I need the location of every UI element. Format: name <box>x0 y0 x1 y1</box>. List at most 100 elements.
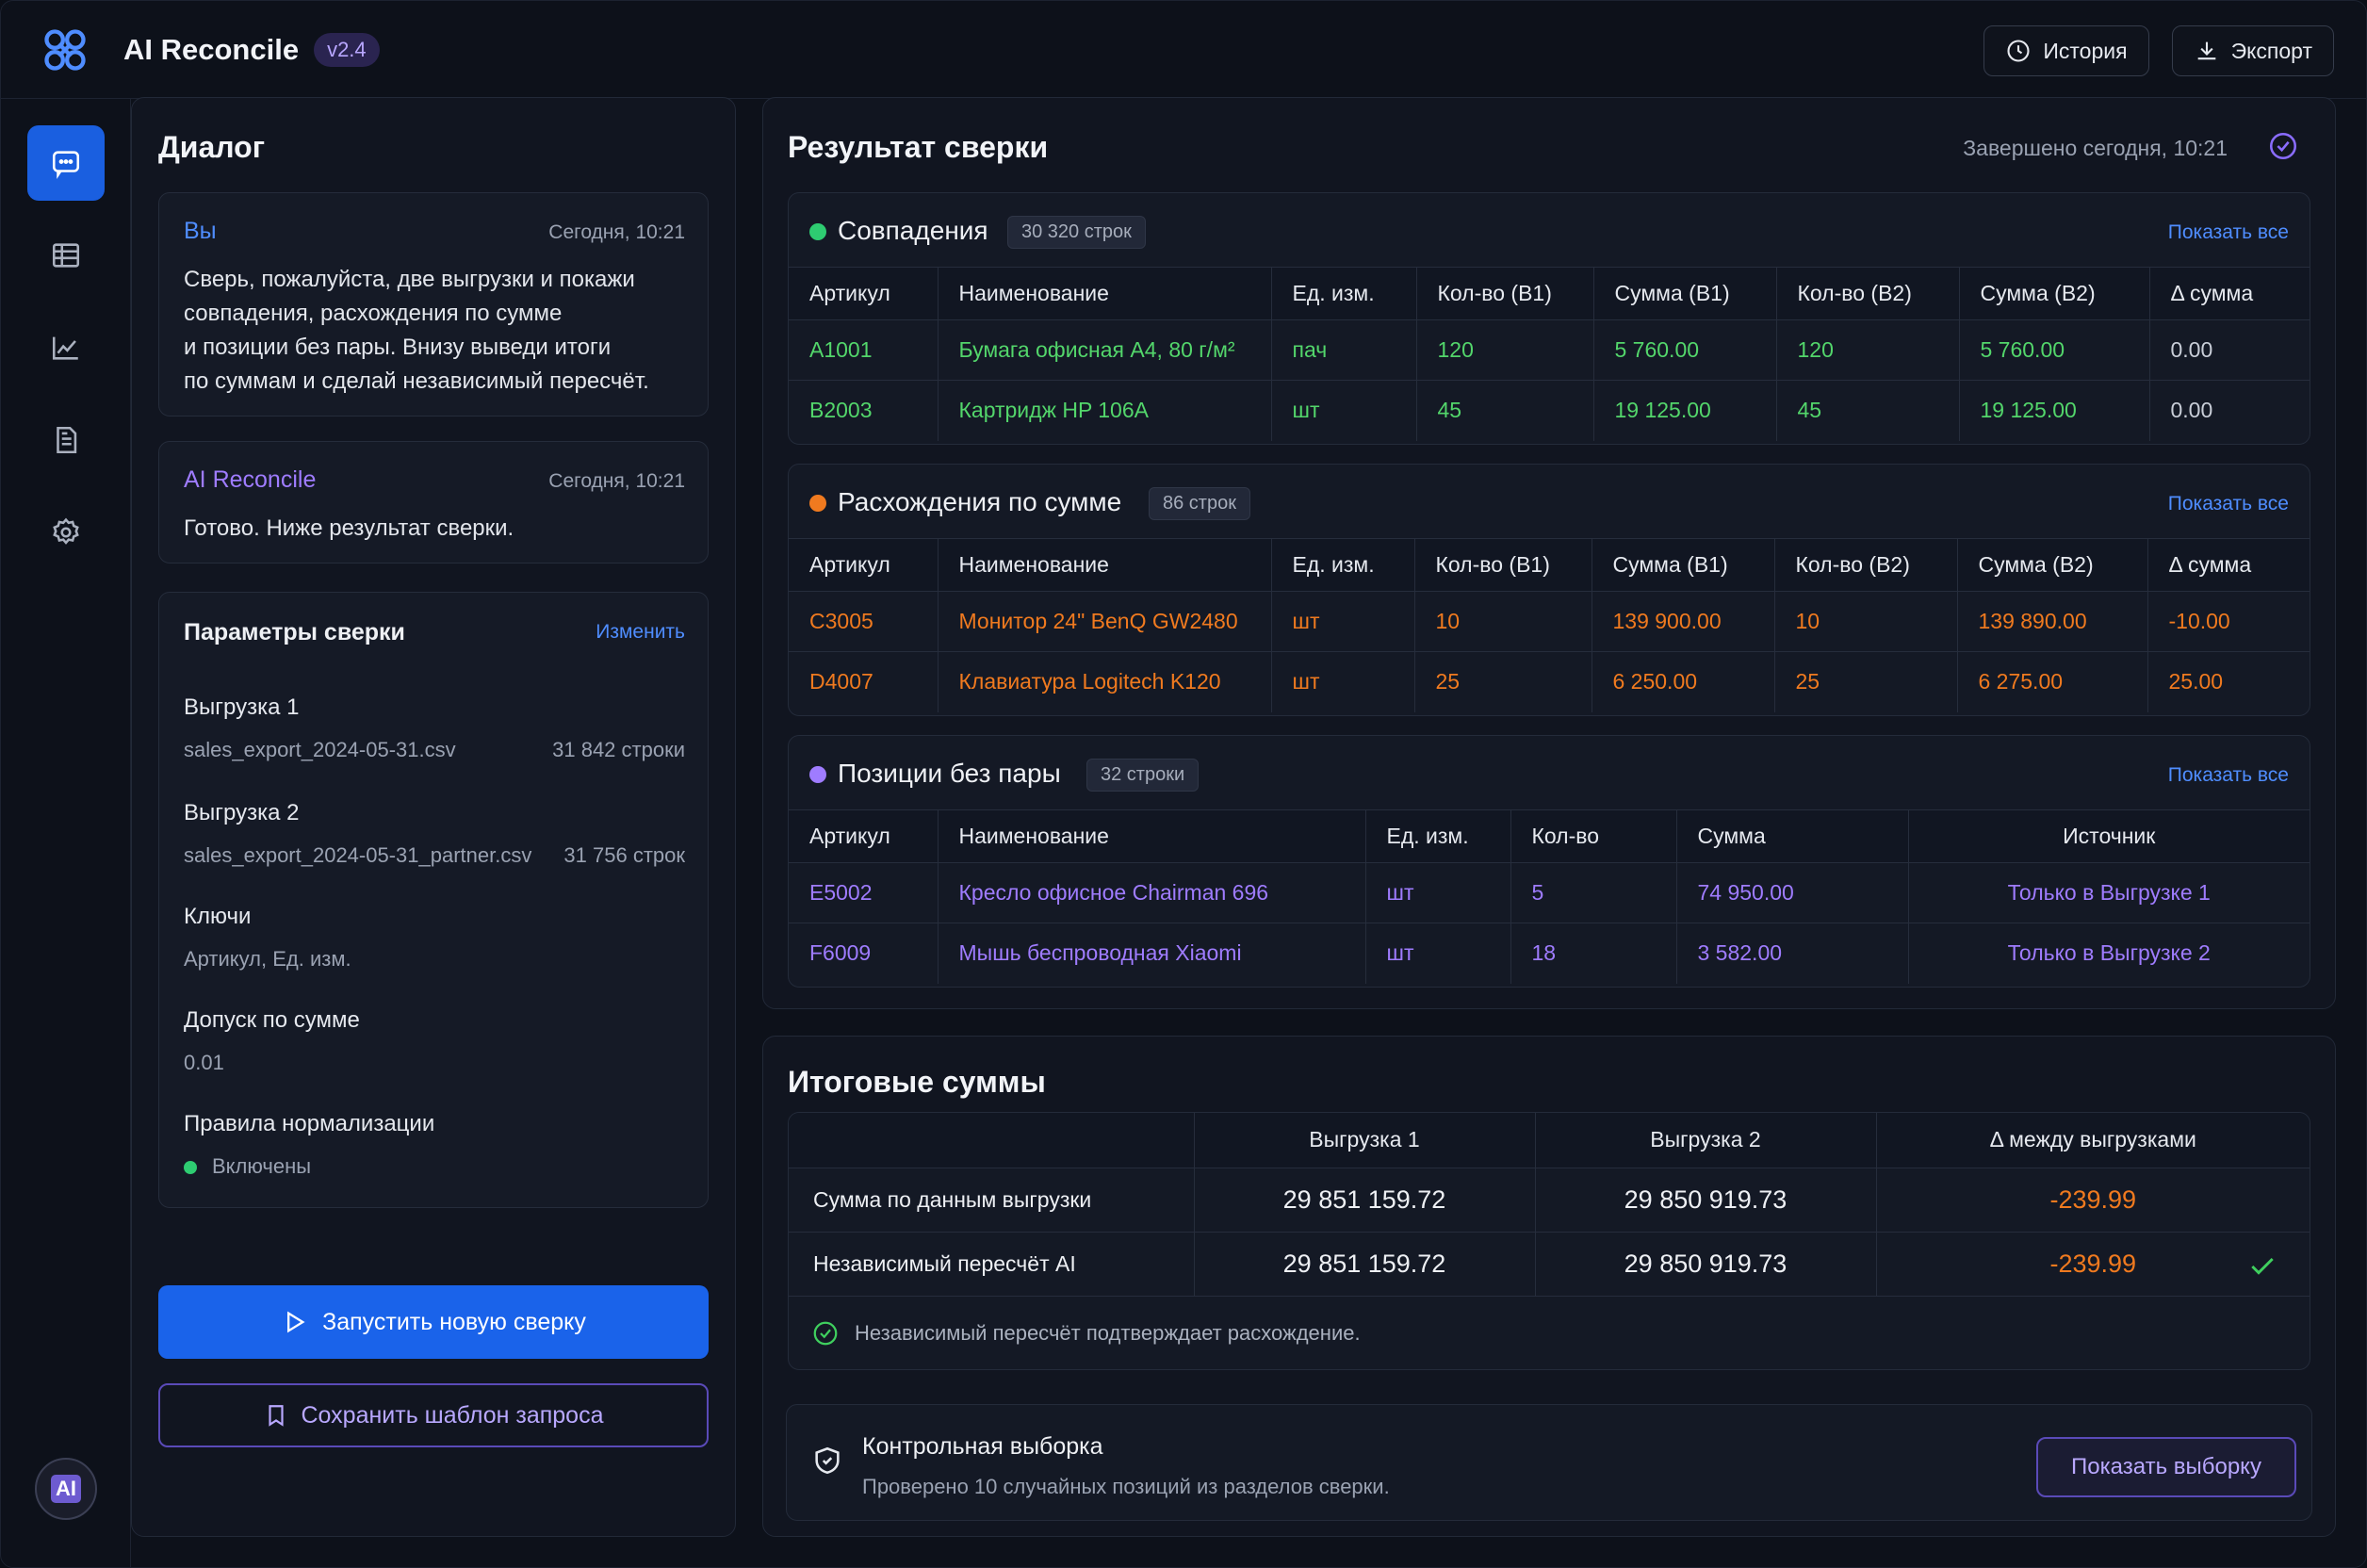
export1-file: sales_export_2024-05-31.csv <box>184 738 456 761</box>
save-template-label: Сохранить шаблон запроса <box>301 1401 604 1429</box>
status-dot <box>184 1161 197 1175</box>
completion-status: Завершено сегодня, 10:21 <box>1963 136 2228 160</box>
nav-documents[interactable] <box>27 402 105 478</box>
ai-avatar[interactable]: AI <box>35 1458 97 1520</box>
column-header <box>789 1113 1195 1168</box>
table-row[interactable]: D4007 Клавиатура Logitech K120 шт 25 6 2… <box>789 651 2310 712</box>
table-row[interactable]: F6009 Мышь беспроводная Xiaomi шт 18 3 5… <box>789 923 2310 984</box>
gear-icon <box>53 517 79 545</box>
nav-analytics[interactable] <box>27 310 105 385</box>
column-header[interactable]: Сумма (В2) <box>1959 267 2150 320</box>
column-header[interactable]: Наименование <box>938 809 1366 863</box>
column-header[interactable]: Δ сумма <box>2149 267 2310 320</box>
check-circle-icon <box>2269 132 2297 160</box>
table-row[interactable]: E5002 Кресло офисное Chairman 696 шт 5 7… <box>789 862 2310 923</box>
column-header[interactable]: Артикул <box>789 267 939 320</box>
table-row: Сумма по данным выгрузки 29 851 159.72 2… <box>789 1167 2310 1232</box>
column-header[interactable]: Ед. изм. <box>1271 267 1417 320</box>
show-all-link[interactable]: Показать все <box>2167 493 2289 514</box>
table-icon <box>52 243 80 268</box>
nav-tables[interactable] <box>27 218 105 293</box>
column-header: Выгрузка 1 <box>1194 1113 1536 1168</box>
column-header[interactable]: Кол-во (В2) <box>1776 267 1960 320</box>
logo-icon <box>33 18 97 82</box>
totals-table: Выгрузка 1 Выгрузка 2 Δ между выгрузками… <box>788 1112 2310 1370</box>
keys-label: Ключи <box>184 904 252 929</box>
column-header: Выгрузка 2 <box>1535 1113 1877 1168</box>
check-icon <box>2251 1257 2274 1275</box>
matches-table: Артикул Наименование Ед. изм. Кол-во (В1… <box>789 267 2310 441</box>
params-edit-link[interactable]: Изменить <box>596 621 685 643</box>
message-time: Сегодня, 10:21 <box>548 221 685 243</box>
chat-icon <box>52 151 80 179</box>
column-header[interactable]: Ед. изм. <box>1271 538 1415 592</box>
row-count-badge: 30 320 строк <box>1007 216 1146 249</box>
column-header[interactable]: Кол-во (В1) <box>1416 267 1594 320</box>
column-header[interactable]: Кол-во (В2) <box>1774 538 1958 592</box>
show-all-link[interactable]: Показать все <box>2167 764 2289 786</box>
check-circle-icon <box>813 1321 838 1345</box>
row-count-badge: 32 строки <box>1086 759 1200 792</box>
export2-rows: 31 756 строк <box>563 843 685 867</box>
column-header[interactable]: Сумма (В1) <box>1592 538 1775 592</box>
column-header[interactable]: Артикул <box>789 809 939 863</box>
app-title: AI Reconcile <box>123 32 300 66</box>
message-time: Сегодня, 10:21 <box>548 470 685 492</box>
download-icon <box>2197 41 2215 60</box>
ai-message: AI Reconcile Сегодня, 10:21 Готово. Ниже… <box>158 441 709 564</box>
nav-chat[interactable] <box>27 125 105 201</box>
column-header[interactable]: Наименование <box>938 267 1272 320</box>
sample-title: Контрольная выборка <box>862 1433 1103 1460</box>
column-header[interactable]: Кол-во (В1) <box>1414 538 1592 592</box>
show-sample-button[interactable]: Показать выборку <box>2036 1437 2296 1497</box>
bookmark-icon <box>268 1405 284 1427</box>
export-label: Экспорт <box>2230 38 2312 63</box>
column-header[interactable]: Кол-во <box>1510 809 1677 863</box>
export1-rows: 31 842 строки <box>552 738 685 761</box>
message-text: Готово. Ниже результат сверки. <box>184 515 514 541</box>
diffs-section: Расхождения по сумме 86 строк Показать в… <box>788 464 2310 716</box>
column-header[interactable]: Наименование <box>938 538 1272 592</box>
dialog-panel: Диалог Вы Сегодня, 10:21 Сверь, пожалуйс… <box>131 97 736 1537</box>
tolerance-label: Допуск по сумме <box>184 1007 360 1033</box>
column-header[interactable]: Сумма <box>1676 809 1909 863</box>
column-header[interactable]: Δ сумма <box>2147 538 2310 592</box>
clock-icon <box>2007 40 2030 62</box>
export2-label: Выгрузка 2 <box>184 800 300 825</box>
document-icon <box>57 426 77 454</box>
export-button[interactable]: Экспорт <box>2171 25 2334 76</box>
table-row[interactable]: C3005 Монитор 24" BenQ GW2480 шт 10 139 … <box>789 591 2310 652</box>
run-reconcile-button[interactable]: Запустить новую сверку <box>158 1285 709 1359</box>
table-row[interactable]: B2003 Картридж HP 106A шт 45 19 125.00 4… <box>789 380 2310 441</box>
ai-avatar-label: AI <box>51 1475 81 1503</box>
show-all-link[interactable]: Показать все <box>2167 221 2289 243</box>
column-header[interactable]: Сумма (В1) <box>1593 267 1777 320</box>
nav-settings[interactable] <box>27 495 105 570</box>
column-header[interactable]: Сумма (В2) <box>1957 538 2148 592</box>
keys-value: Артикул, Ед. изм. <box>184 947 351 971</box>
history-button[interactable]: История <box>1983 25 2149 76</box>
column-header[interactable]: Источник <box>1908 809 2310 863</box>
table-row[interactable]: A1001 Бумага офисная А4, 80 г/м² пач 120… <box>789 319 2310 381</box>
section-title: Расхождения по сумме <box>838 487 1122 516</box>
unpaired-table: Артикул Наименование Ед. изм. Кол-во Сум… <box>789 809 2310 984</box>
diff-dot <box>809 495 826 512</box>
message-author: Вы <box>184 218 217 244</box>
message-author: AI Reconcile <box>184 466 317 493</box>
save-template-button[interactable]: Сохранить шаблон запроса <box>158 1383 709 1447</box>
totals-title: Итоговые суммы <box>788 1065 1046 1099</box>
shield-check-icon <box>815 1446 840 1475</box>
tolerance-value: 0.01 <box>184 1051 224 1074</box>
dialog-title: Диалог <box>158 130 266 164</box>
diffs-table: Артикул Наименование Ед. изм. Кол-во (В1… <box>789 538 2310 712</box>
column-header[interactable]: Ед. изм. <box>1365 809 1511 863</box>
column-header[interactable]: Артикул <box>789 538 939 592</box>
section-title: Позиции без пары <box>838 759 1061 788</box>
normalization-label: Правила нормализации <box>184 1111 435 1136</box>
params-title: Параметры сверки <box>184 619 405 645</box>
normalization-status: Включены <box>184 1154 311 1179</box>
run-reconcile-label: Запустить новую сверку <box>322 1308 586 1335</box>
results-panel: Результат сверки Завершено сегодня, 10:2… <box>762 97 2336 1009</box>
results-title: Результат сверки <box>788 130 1049 164</box>
totals-panel: Итоговые суммы Выгрузка 1 Выгрузка 2 Δ м… <box>762 1036 2336 1537</box>
